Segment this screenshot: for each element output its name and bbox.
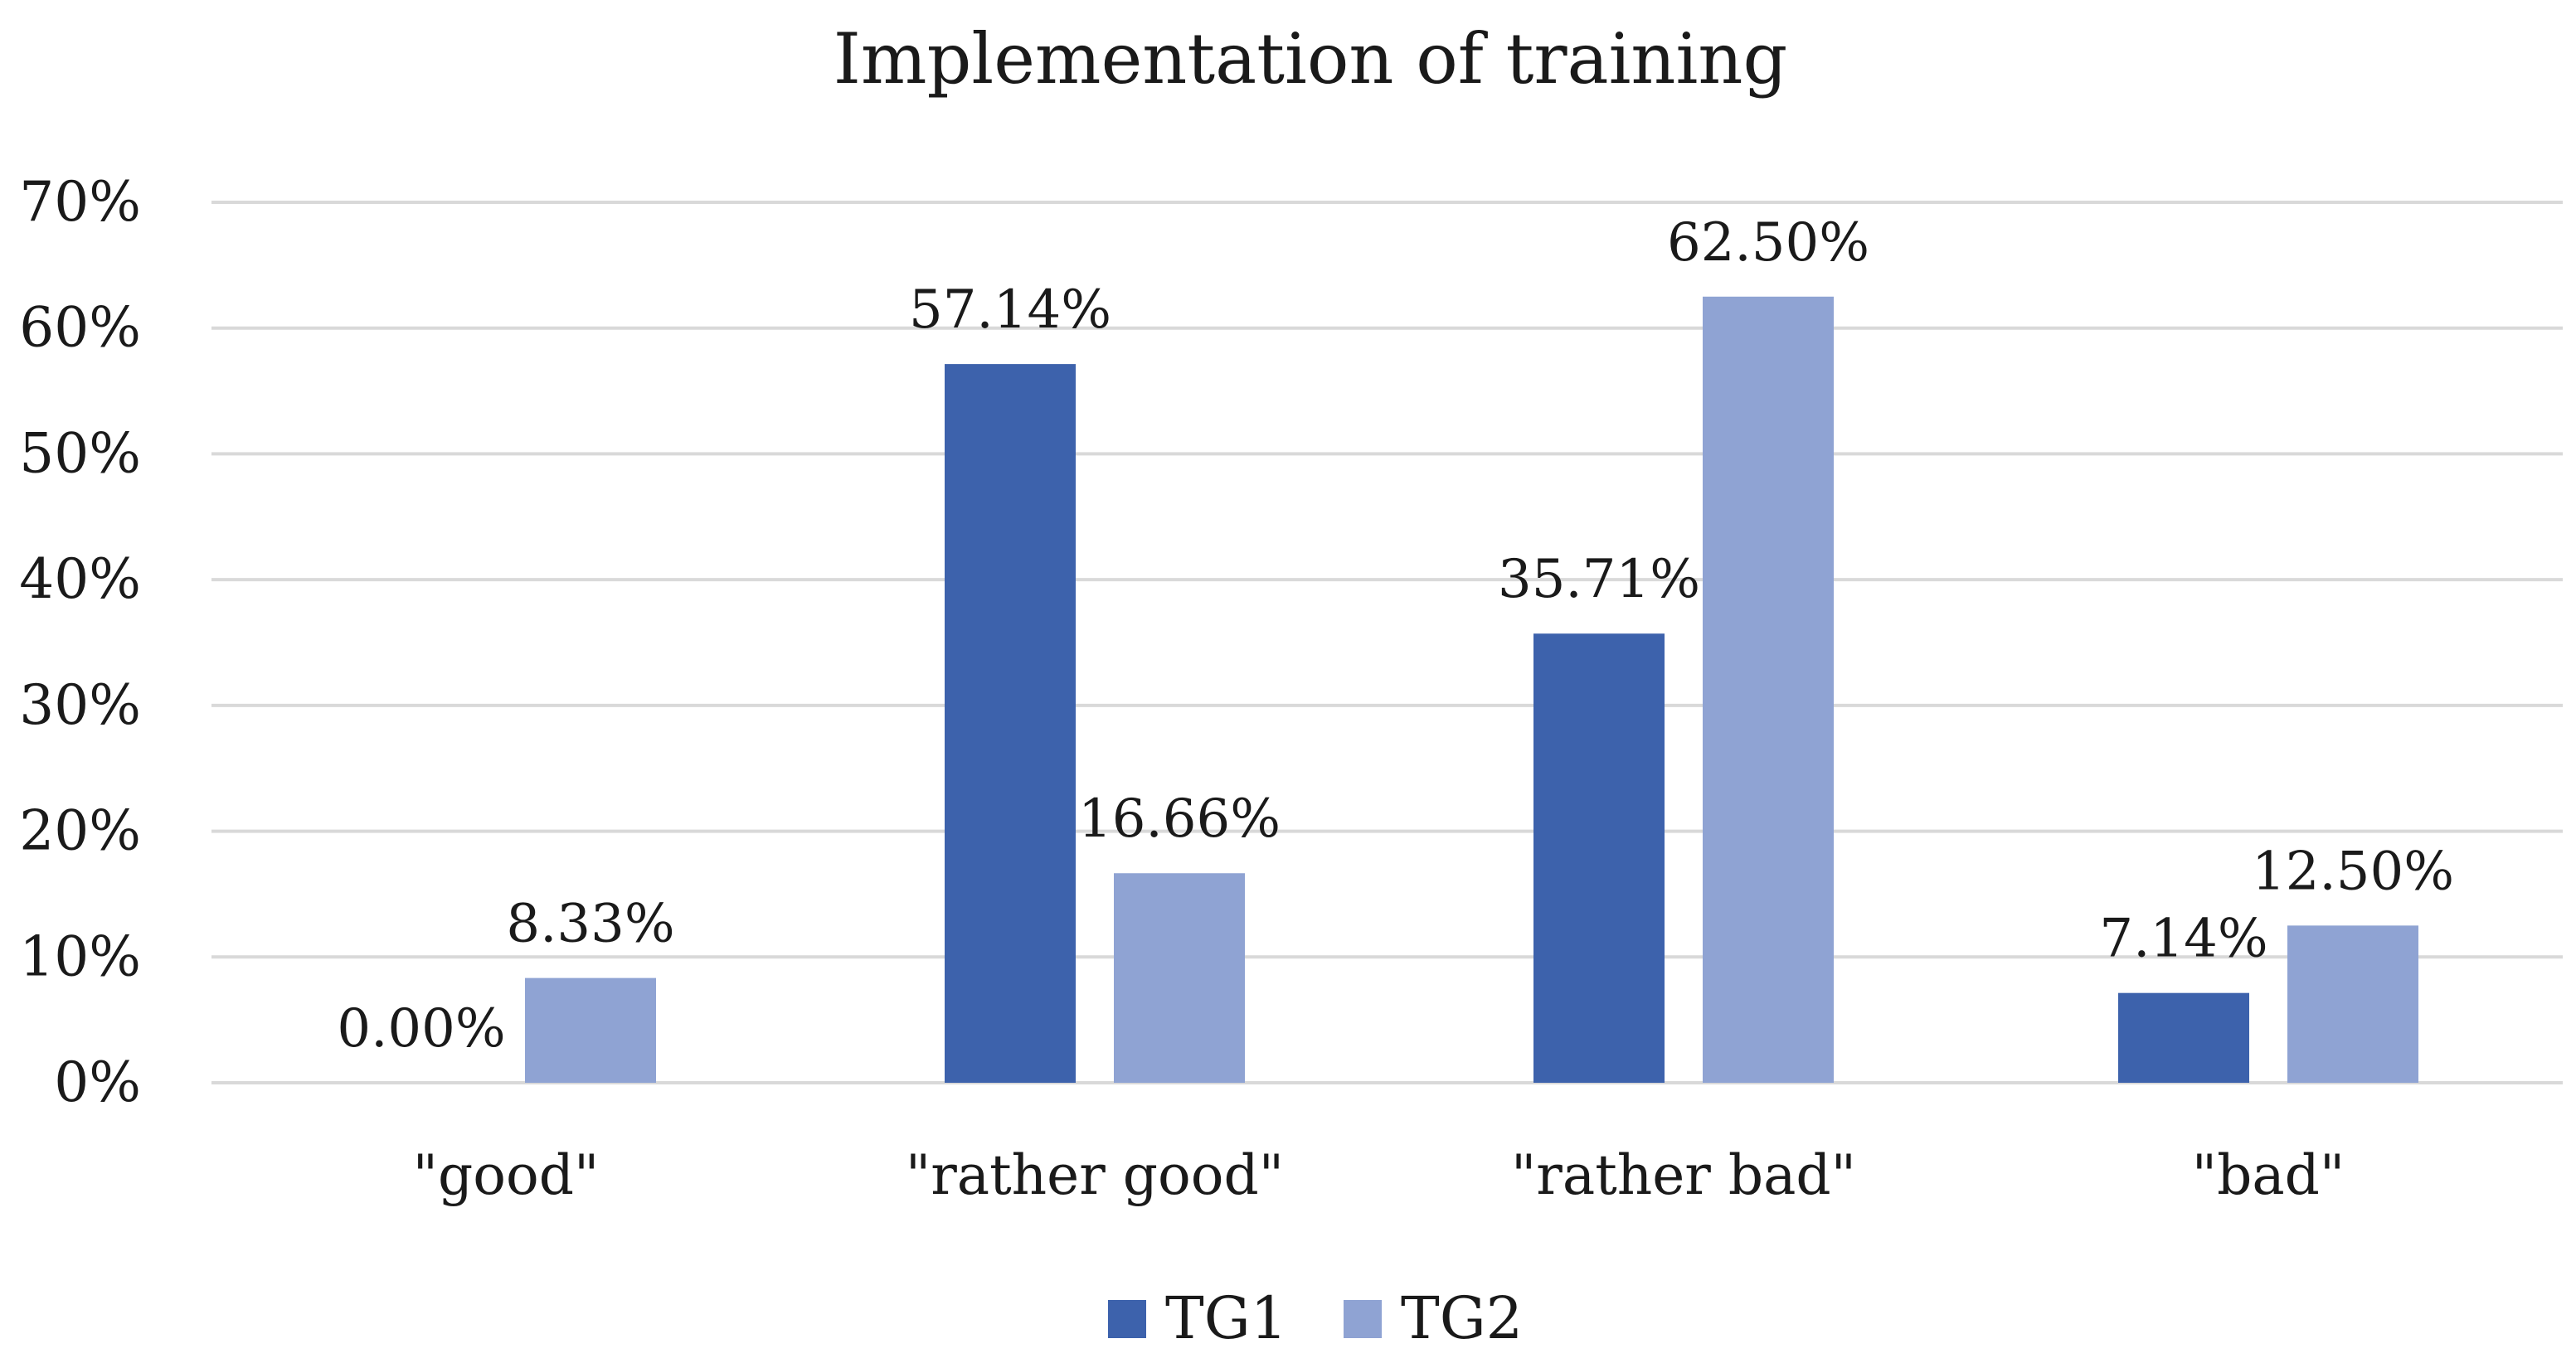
data-label-tg2-1: 8.33%	[506, 894, 674, 955]
bar-tg2-3	[1703, 296, 1834, 1083]
y-axis-ticks: 0% 10% 20% 30% 40% 50% 60% 70%	[19, 170, 141, 1114]
x-axis-ticks: "good" "rather good" "rather bad" "bad"	[413, 1143, 2345, 1207]
x-tick-label: "bad"	[2192, 1143, 2345, 1207]
y-tick-label: 60%	[19, 296, 141, 360]
y-tick-label: 0%	[54, 1050, 141, 1114]
y-tick-label: 70%	[19, 170, 141, 234]
x-tick-label: "rather bad"	[1511, 1143, 1856, 1207]
y-tick-label: 20%	[19, 799, 141, 863]
x-tick-label: "rather good"	[906, 1143, 1284, 1207]
data-label-tg1-1: 0.00%	[337, 998, 505, 1060]
gridlines	[211, 201, 2563, 1084]
chart-title: Implementation of training	[834, 18, 1788, 99]
data-label-tg1-2: 57.14%	[909, 279, 1111, 341]
legend-swatch-tg2	[1344, 1300, 1382, 1338]
y-tick-label: 50%	[19, 421, 141, 485]
bar-tg2-1	[525, 977, 656, 1083]
legend-label-tg1: TG1	[1165, 1284, 1287, 1352]
y-tick-label: 40%	[19, 547, 141, 611]
bar-tg1-4	[2118, 992, 2249, 1083]
data-label-tg1-4: 7.14%	[2099, 909, 2267, 970]
data-label-tg1-3: 35.71%	[1498, 549, 1700, 610]
legend: TG1 TG2	[1108, 1284, 1523, 1352]
bar-tg2-4	[2287, 925, 2418, 1083]
data-label-tg2-4: 12.50%	[2252, 841, 2454, 902]
legend-swatch-tg1	[1108, 1300, 1146, 1338]
data-label-tg2-2: 16.66%	[1078, 788, 1281, 850]
bars	[525, 296, 2418, 1083]
x-tick-label: "good"	[413, 1143, 600, 1207]
data-labels: 0.00% 57.14% 35.71% 7.14% 8.33% 16.66% 62.50% 1…	[337, 212, 2454, 1060]
bar-tg1-2	[945, 364, 1076, 1083]
y-tick-label: 30%	[19, 673, 141, 737]
bar-tg2-2	[1114, 873, 1245, 1083]
data-label-tg2-3: 62.50%	[1667, 212, 1869, 274]
legend-label-tg2: TG2	[1401, 1284, 1523, 1352]
bar-tg1-3	[1533, 633, 1665, 1083]
y-tick-label: 10%	[19, 924, 141, 988]
